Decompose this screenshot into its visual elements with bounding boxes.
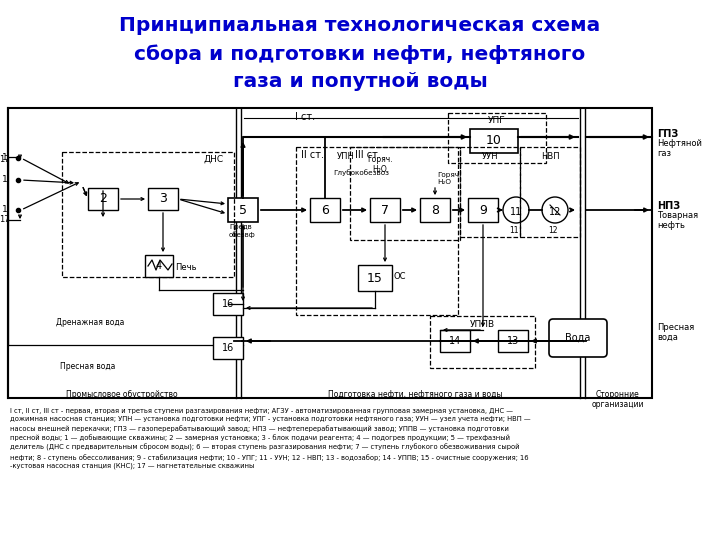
Text: Вода: Вода <box>565 333 590 343</box>
Bar <box>296 147 458 315</box>
Text: 7: 7 <box>381 204 389 217</box>
Text: 1: 1 <box>2 174 8 184</box>
Text: Нефтяной: Нефтяной <box>657 139 702 148</box>
Text: ДНС: ДНС <box>204 155 224 164</box>
Text: газа и попутной воды: газа и попутной воды <box>233 72 487 91</box>
Bar <box>498 330 528 352</box>
Bar <box>440 330 470 352</box>
Text: 1: 1 <box>2 205 8 213</box>
Bar <box>470 129 518 153</box>
Bar <box>420 198 450 222</box>
Text: I ст, II ст, III ст - первая, вторая и третья ступени разгазирования нефти; АГЗУ: I ст, II ст, III ст - первая, вторая и т… <box>10 408 531 469</box>
Text: 9: 9 <box>479 204 487 217</box>
Text: Сторонние
организации: Сторонние организации <box>592 390 644 409</box>
Text: 16: 16 <box>222 299 234 309</box>
Bar <box>8 108 652 398</box>
Text: Глубокобезвоз: Глубокобезвоз <box>333 169 389 176</box>
Text: Промысловое обустройство: Промысловое обустройство <box>66 390 178 399</box>
Text: 17: 17 <box>0 155 10 164</box>
Bar <box>213 337 243 359</box>
Text: 6: 6 <box>321 204 329 217</box>
FancyBboxPatch shape <box>549 319 607 357</box>
Text: 8: 8 <box>431 204 439 217</box>
Text: II ст.: II ст. <box>301 150 324 160</box>
Bar <box>448 113 546 163</box>
Text: 11: 11 <box>510 207 522 217</box>
Bar <box>213 293 243 315</box>
Text: Принципиальная технологическая схема: Принципиальная технологическая схема <box>120 16 600 35</box>
Text: Пресная: Пресная <box>657 323 694 332</box>
Text: НВП: НВП <box>541 152 559 161</box>
Text: УПН: УПН <box>337 152 355 161</box>
Bar <box>228 198 258 222</box>
Text: 13: 13 <box>507 336 519 346</box>
Text: НПЗ: НПЗ <box>657 201 680 211</box>
Text: 3: 3 <box>159 192 167 206</box>
Text: 2: 2 <box>99 192 107 206</box>
Text: Подготовка нефти, нефтяного газа и воды: Подготовка нефти, нефтяного газа и воды <box>328 390 502 399</box>
Text: ГПЗ: ГПЗ <box>657 129 678 139</box>
Bar <box>460 147 520 237</box>
Text: Дренажная вода: Дренажная вода <box>56 318 124 327</box>
Bar <box>430 316 535 368</box>
Text: Горяч.
Н₂О: Горяч. Н₂О <box>367 155 393 174</box>
Text: УПГ: УПГ <box>488 116 506 125</box>
Bar <box>350 147 460 240</box>
Bar <box>370 198 400 222</box>
Text: Горяч.
Н₂О: Горяч. Н₂О <box>437 172 462 185</box>
Text: УППВ: УППВ <box>469 320 495 329</box>
Text: 4: 4 <box>156 261 162 271</box>
Text: сбора и подготовки нефти, нефтяного: сбора и подготовки нефти, нефтяного <box>135 44 585 64</box>
Bar <box>310 198 340 222</box>
Text: Пресная вода: Пресная вода <box>60 362 115 371</box>
Bar <box>148 188 178 210</box>
Text: газ: газ <box>657 149 671 158</box>
Text: ОС: ОС <box>394 272 407 281</box>
Text: 5: 5 <box>239 204 247 217</box>
Text: I ст.: I ст. <box>295 112 315 122</box>
Text: 17: 17 <box>0 215 10 224</box>
Text: 15: 15 <box>367 272 383 285</box>
Text: 1: 1 <box>2 152 8 161</box>
Text: 16: 16 <box>222 343 234 353</box>
Text: Печь: Печь <box>175 263 197 272</box>
Text: 11: 11 <box>509 226 518 235</box>
Text: 10: 10 <box>486 134 502 147</box>
Bar <box>520 147 580 237</box>
Text: УУН: УУН <box>482 152 498 161</box>
Bar <box>468 198 498 222</box>
Text: III ст.: III ст. <box>355 150 381 160</box>
Text: 12: 12 <box>549 207 561 217</box>
Bar <box>145 255 173 277</box>
Bar <box>88 188 118 210</box>
Text: 12: 12 <box>548 226 558 235</box>
Bar <box>358 265 392 291</box>
Text: вода: вода <box>657 333 678 342</box>
Text: Товарная: Товарная <box>657 211 698 220</box>
Bar <box>62 152 234 277</box>
Text: нефть: нефть <box>657 221 685 230</box>
Text: Предв
обезвф: Предв обезвф <box>229 224 256 238</box>
Text: 14: 14 <box>449 336 461 346</box>
